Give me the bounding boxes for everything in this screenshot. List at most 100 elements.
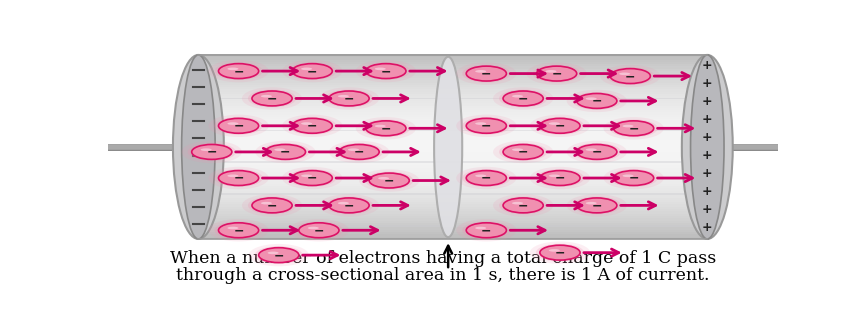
Bar [199, 167, 708, 170]
Bar [199, 232, 708, 234]
Bar [199, 174, 708, 177]
Bar [199, 160, 708, 163]
Ellipse shape [530, 115, 590, 137]
Bar [199, 190, 708, 193]
Ellipse shape [227, 227, 238, 229]
Ellipse shape [462, 117, 511, 135]
Ellipse shape [378, 177, 389, 180]
Bar [199, 172, 708, 174]
Bar [199, 181, 708, 184]
Ellipse shape [338, 202, 349, 204]
Bar [199, 137, 708, 140]
Bar [199, 142, 708, 145]
Ellipse shape [573, 143, 621, 161]
Bar [199, 80, 708, 83]
Ellipse shape [467, 66, 506, 81]
Ellipse shape [549, 122, 560, 125]
Ellipse shape [682, 55, 733, 239]
Bar [199, 133, 708, 135]
Text: −: − [481, 120, 492, 133]
Bar [199, 202, 708, 204]
Bar [199, 206, 708, 209]
Text: −: − [267, 199, 277, 212]
Text: −: − [307, 65, 317, 78]
Text: through a cross-sectional area in 1 s, there is 1 A of current.: through a cross-sectional area in 1 s, t… [176, 267, 709, 284]
Ellipse shape [456, 115, 517, 137]
Text: +: + [702, 222, 713, 234]
Bar [199, 117, 708, 119]
Bar [199, 130, 708, 133]
Ellipse shape [365, 172, 413, 190]
Bar [199, 91, 708, 94]
Bar [199, 162, 708, 165]
Ellipse shape [607, 67, 654, 85]
Text: When a number of electrons having a total charge of 1 C pass: When a number of electrons having a tota… [169, 250, 716, 267]
Ellipse shape [282, 167, 342, 189]
Text: −: − [233, 172, 244, 185]
Ellipse shape [265, 144, 306, 159]
Text: −: − [518, 92, 529, 105]
Text: −: − [344, 199, 354, 212]
Ellipse shape [356, 117, 416, 140]
Bar [199, 213, 708, 216]
Ellipse shape [299, 223, 339, 238]
Ellipse shape [493, 194, 553, 217]
Text: −: − [354, 146, 365, 159]
Ellipse shape [249, 244, 309, 266]
Bar [199, 185, 708, 188]
Text: +: + [702, 59, 713, 72]
Ellipse shape [301, 174, 312, 177]
Ellipse shape [214, 117, 263, 135]
Ellipse shape [268, 252, 279, 254]
Bar [199, 112, 708, 115]
Bar [199, 64, 708, 67]
Ellipse shape [467, 223, 506, 238]
Ellipse shape [258, 248, 299, 263]
Ellipse shape [242, 87, 302, 109]
Bar [199, 149, 708, 151]
Bar [199, 128, 708, 131]
Ellipse shape [690, 55, 724, 239]
Ellipse shape [329, 141, 389, 163]
Bar [199, 107, 708, 110]
Text: +: + [702, 131, 713, 144]
Bar [199, 66, 708, 68]
Bar [199, 135, 708, 138]
Bar [199, 105, 708, 108]
Ellipse shape [375, 125, 386, 127]
Ellipse shape [577, 144, 617, 159]
Ellipse shape [536, 169, 584, 187]
Ellipse shape [573, 196, 621, 214]
Ellipse shape [493, 141, 553, 163]
Bar [199, 220, 708, 223]
Ellipse shape [288, 117, 336, 135]
Ellipse shape [462, 65, 511, 83]
Bar [199, 156, 708, 159]
Ellipse shape [329, 91, 369, 106]
Ellipse shape [622, 174, 633, 177]
Ellipse shape [456, 167, 517, 189]
Ellipse shape [499, 143, 547, 161]
Text: −: − [481, 224, 492, 237]
Text: −: − [344, 92, 354, 105]
Ellipse shape [219, 171, 258, 185]
Text: −: − [267, 92, 277, 105]
Ellipse shape [545, 70, 556, 73]
Ellipse shape [503, 91, 543, 106]
Ellipse shape [227, 174, 238, 177]
Ellipse shape [365, 121, 406, 136]
Ellipse shape [456, 62, 517, 85]
Bar [199, 109, 708, 112]
Ellipse shape [219, 64, 258, 78]
Ellipse shape [214, 62, 263, 80]
Bar [199, 70, 708, 73]
Ellipse shape [577, 93, 617, 109]
Ellipse shape [261, 143, 309, 161]
Bar [199, 114, 708, 117]
Bar [199, 183, 708, 186]
Ellipse shape [467, 118, 506, 133]
Bar [199, 140, 708, 142]
Text: +: + [702, 167, 713, 181]
Ellipse shape [329, 198, 369, 213]
Ellipse shape [530, 242, 590, 264]
